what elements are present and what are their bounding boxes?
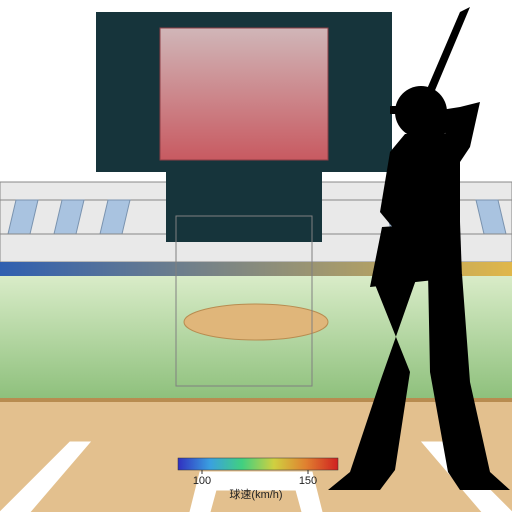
scoreboard-stem [166, 172, 322, 242]
legend-colorbar [178, 458, 338, 470]
scene-svg: 100 150 球速(km/h) [0, 0, 512, 512]
scoreboard-screen [160, 28, 328, 160]
legend-tick-label: 100 [193, 475, 211, 487]
legend-caption: 球速(km/h) [229, 487, 282, 501]
legend-tick-label: 150 [299, 475, 317, 487]
pitchers-mound [184, 304, 328, 340]
